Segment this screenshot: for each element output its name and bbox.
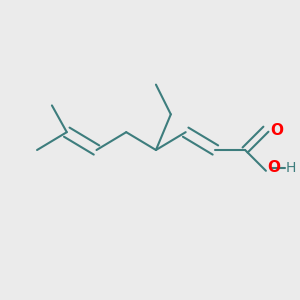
- Text: O: O: [267, 160, 280, 175]
- Text: O: O: [270, 123, 284, 138]
- Text: H: H: [285, 161, 296, 175]
